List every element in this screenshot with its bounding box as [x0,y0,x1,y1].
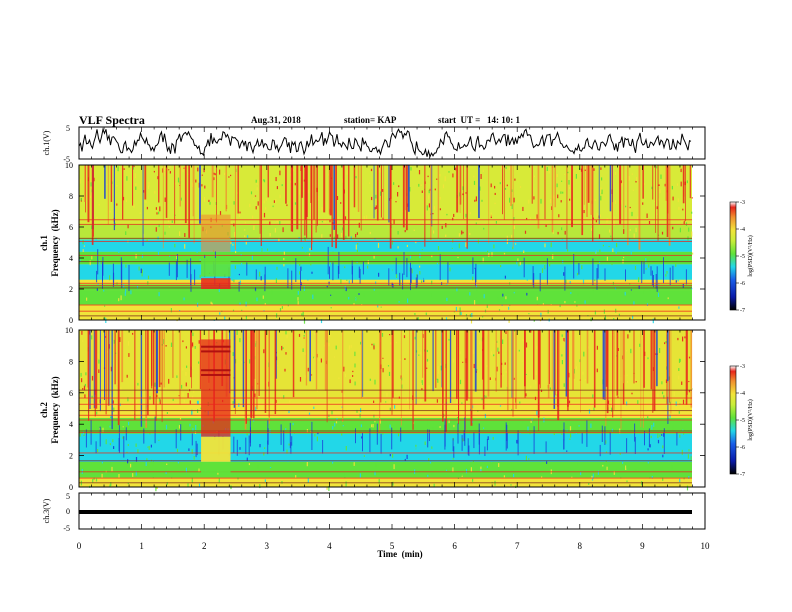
xtick-label: 5 [390,541,395,551]
ytick-label: 10 [65,161,73,170]
xtick-label: 6 [452,541,457,551]
ytick-label: 4 [69,254,73,263]
ch1-ytick-top: 5 [66,124,70,133]
xtick-label: 9 [640,541,645,551]
colorbar-tick-label: -6 [740,445,745,451]
xtick-label: 7 [515,541,520,551]
xtick-label: 0 [77,541,82,551]
time-axis-label: Time (min) [377,549,422,559]
ytick-label: 0 [69,483,73,492]
ytick-label: 10 [65,326,73,335]
colorbar-tick-label: -5 [740,254,745,260]
ch2-ylabel-channel: ch.2 [39,402,49,418]
ch1-ylabel-frequency: Frequency (kHz) [50,209,60,276]
xtick-label: 10 [701,541,711,551]
ch1-ylabel-channel: ch.1 [39,235,49,251]
ch3-ytick-bottom: -5 [63,524,70,533]
ch2-yticks: 0 2 4 6 8 10 [65,326,705,492]
ch1-waveform-line [78,127,692,159]
ch3-ytick-top: 5 [66,492,70,501]
ch1-spectrogram-heatmap [79,165,694,324]
ch2-colorbar-label: log(PSD)(V²/Hz) [747,399,754,440]
ch3-ytick-mid: 0 [66,507,70,516]
header-date: Aug.31, 2018 [251,115,301,125]
xtick-label: 3 [265,541,270,551]
ch1-colorbar-ticks: -3 -4 -5 -6 -7 [736,200,745,314]
colorbar-tick-label: -4 [740,227,745,233]
xtick-label: 2 [202,541,207,551]
ytick-label: 6 [69,389,73,398]
xtick-label: 4 [327,541,332,551]
header-station: station= KAP [344,115,397,125]
colorbar-tick-label: -4 [740,391,745,397]
ytick-label: 0 [69,316,73,325]
ch3-waveform-ylabel: ch.3(V) [42,498,51,523]
ytick-label: 6 [69,223,73,232]
colorbar-tick-label: -7 [740,472,745,478]
ch2-colorbar [729,365,737,475]
time-axis: 0 1 2 3 4 5 6 7 8 9 10 [77,127,710,551]
colorbar-tick-label: -6 [740,281,745,287]
ch1-waveform-ylabel: ch.1(V) [42,130,51,155]
ch1-ytick-bottom: -5 [63,155,70,164]
colorbar-tick-label: -3 [740,364,745,370]
ch2-spectrogram-heatmap [79,330,693,492]
ch3-waveform-line [79,510,692,514]
xtick-label: 1 [139,541,144,551]
ch1-colorbar [729,201,737,311]
ytick-label: 2 [69,285,73,294]
ch1-colorbar-label: log(PSD)(V²/Hz) [747,235,754,276]
colorbar-tick-label: -5 [740,418,745,424]
ytick-label: 8 [69,357,73,366]
xtick-label: 8 [578,541,583,551]
colorbar-tick-label: -3 [740,200,745,206]
ytick-label: 2 [69,452,73,461]
figure-title: VLF Spectra [79,113,145,127]
ch1-yticks: 0 2 4 6 8 10 [65,161,705,325]
header-start-ut: start UT = 14: 10: 1 [438,115,520,125]
ytick-label: 8 [69,192,73,201]
ch2-ylabel-frequency: Frequency (kHz) [50,376,60,443]
ch2-colorbar-ticks: -3 -4 -5 -6 -7 [736,364,745,478]
ytick-label: 4 [69,420,73,429]
colorbar-tick-label: -7 [740,308,745,314]
